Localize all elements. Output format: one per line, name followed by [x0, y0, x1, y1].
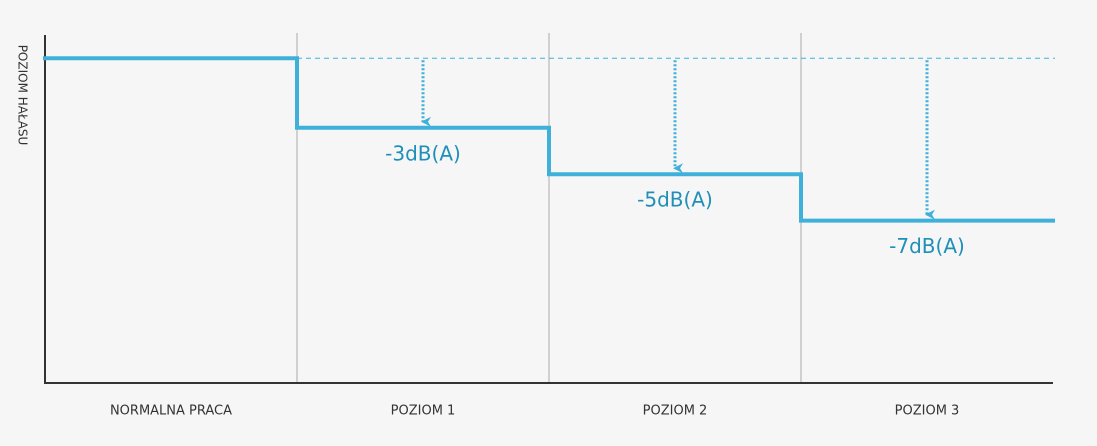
value-label: -5dB(A): [637, 188, 713, 212]
value-label: -3dB(A): [385, 141, 461, 165]
x-tick-label: POZIOM 3: [895, 404, 960, 419]
x-tick-label: POZIOM 2: [643, 404, 708, 419]
value-label: -7dB(A): [889, 234, 965, 258]
y-axis-label: POZIOM HAŁASU: [16, 45, 30, 146]
x-tick-label: POZIOM 1: [391, 404, 456, 419]
x-tick-label: NORMALNA PRACA: [110, 404, 232, 419]
